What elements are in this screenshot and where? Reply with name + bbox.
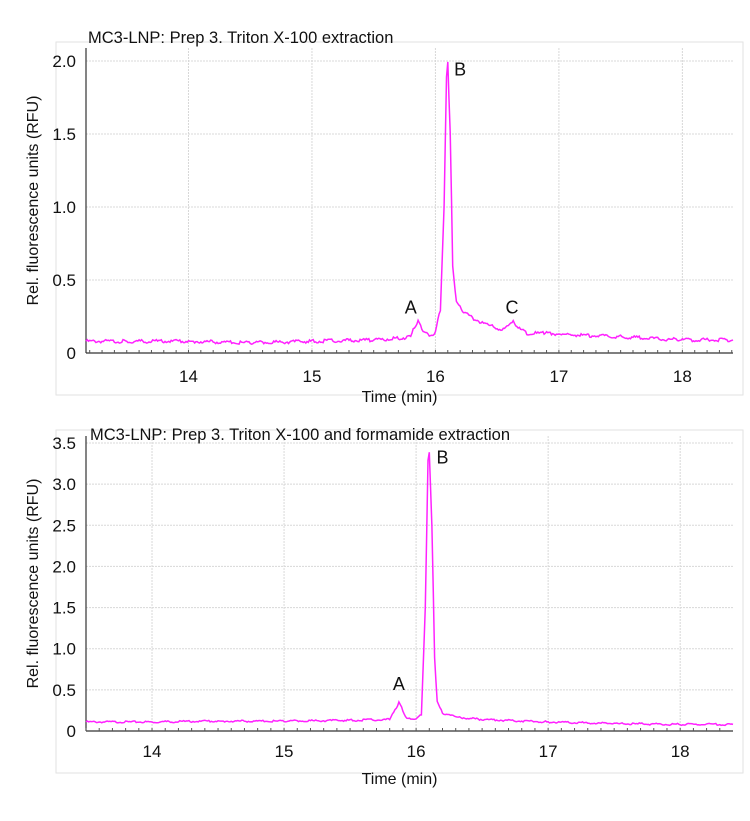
y-tick-label: 1.5 (52, 599, 76, 618)
y-tick-label: 1.0 (52, 640, 76, 659)
x-tick-label: 14 (143, 742, 162, 761)
x-axis-title: Time (min) (362, 771, 438, 788)
fluorescence-trace (85, 61, 734, 346)
x-tick-label: 18 (671, 742, 690, 761)
x-axis-title: Time (min) (362, 389, 438, 406)
y-tick-label: 1.5 (52, 125, 76, 144)
x-tick-label: 15 (275, 742, 294, 761)
y-tick-label: 0 (67, 722, 76, 741)
chart-title: MC3-LNP: Prep 3. Triton X-100 and formam… (90, 426, 510, 444)
y-tick-label: 3.5 (52, 434, 76, 453)
chart-panel-1: 14 15 16 17 18 0 0.5 1.0 1.5 2.0 MC3-LNP: Prep 3. … (25, 29, 744, 406)
x-tick-label: 17 (549, 367, 568, 386)
chart-title: MC3-LNP: Prep 3. Triton X-100 extraction (88, 29, 393, 47)
panel-frame (55, 41, 744, 396)
y-tick-label: 2.5 (52, 516, 76, 535)
y-axis-title: Rel. fluorescence units (RFU) (25, 96, 42, 306)
x-tick-label: 14 (179, 367, 198, 386)
y-tick-label: 2.0 (52, 52, 76, 71)
y-tick-label: 1.0 (52, 198, 76, 217)
x-tick-label: 15 (302, 367, 321, 386)
fluorescence-trace (85, 452, 734, 727)
x-tick-label: 16 (426, 367, 445, 386)
chart-panel-2: 14 15 16 17 18 0 0.5 1.0 1.5 2.0 2.5 3.0 3.5 MC3-LNP:… (25, 426, 744, 788)
y-tick-label: 2.0 (52, 557, 76, 576)
y-tick-label: 0.5 (52, 681, 76, 700)
x-tick-label: 18 (673, 367, 692, 386)
y-axis-title: Rel. fluorescence units (RFU) (25, 479, 42, 689)
y-tick-label: 3.0 (52, 475, 76, 494)
peak-label-a: A (405, 298, 417, 318)
y-tick-label: 0.5 (52, 271, 76, 290)
peak-label-b: B (437, 448, 449, 468)
peak-label-b: B (454, 60, 466, 80)
x-tick-label: 16 (407, 742, 426, 761)
peak-label-a: A (393, 674, 405, 694)
x-tick-label: 17 (539, 742, 558, 761)
peak-label-c: C (505, 298, 518, 318)
panel-frame (55, 429, 744, 774)
y-tick-label: 0 (67, 344, 76, 363)
